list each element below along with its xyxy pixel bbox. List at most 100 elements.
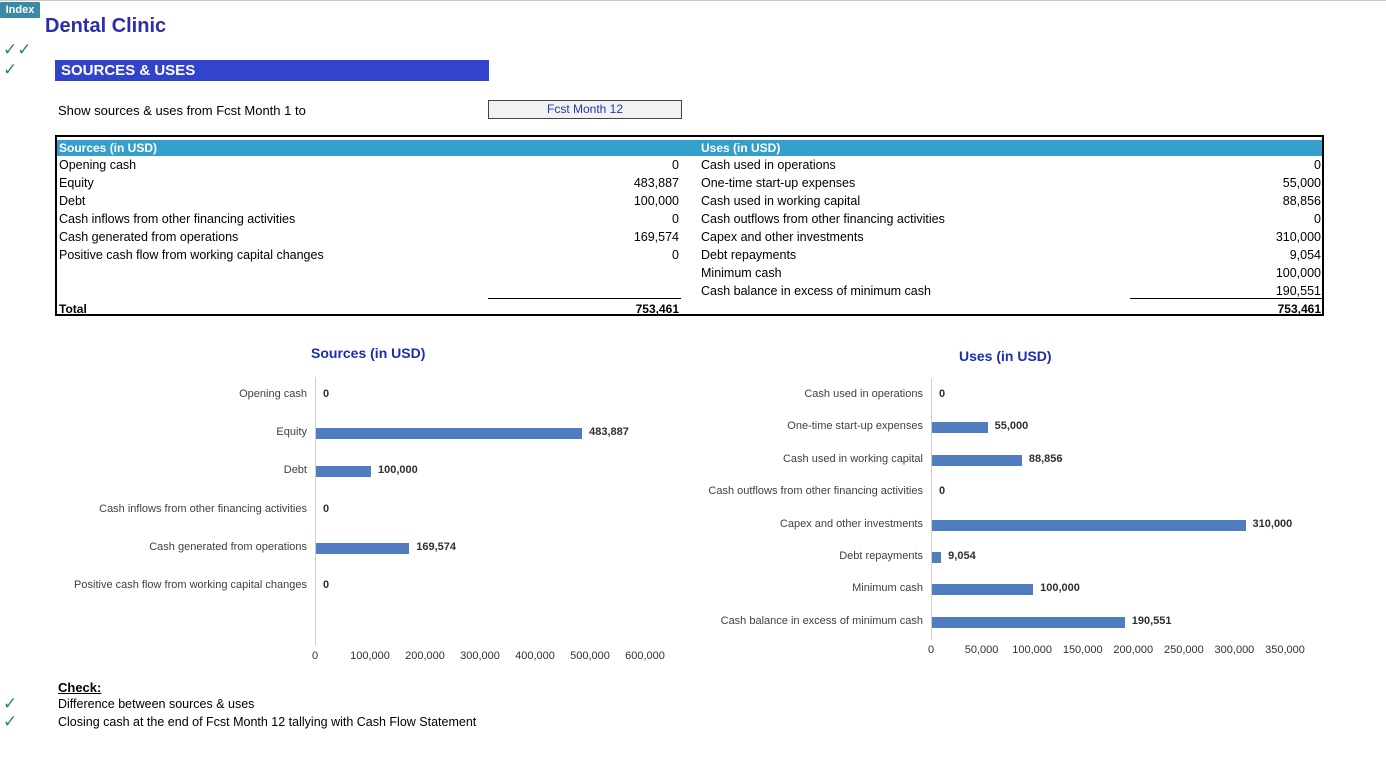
uses-row-value: 0 — [1314, 158, 1321, 172]
x-tick-label: 400,000 — [515, 650, 555, 662]
period-dropdown[interactable]: Fcst Month 12 — [488, 100, 682, 119]
check-icon: ✓ — [3, 712, 18, 732]
section-title: SOURCES & USES — [55, 60, 489, 81]
uses-row-value: 0 — [1314, 212, 1321, 226]
bar-value-label: 88,856 — [1028, 452, 1063, 465]
uses-row-label: Minimum cash — [701, 266, 782, 280]
sources-row-value: 0 — [672, 248, 679, 262]
bar-value-label: 310,000 — [1252, 517, 1293, 530]
sources-row-value: 100,000 — [633, 194, 679, 208]
x-tick-label: 350,000 — [1265, 644, 1305, 656]
bar-value-label: 190,551 — [1131, 614, 1172, 627]
bar-value-label: 0 — [323, 502, 330, 515]
x-tick-label: 200,000 — [1113, 644, 1154, 656]
sources-total-underline — [488, 298, 681, 299]
bar-value-label: 0 — [939, 388, 946, 400]
uses-total-value: 753,461 — [1277, 302, 1321, 316]
bar-category-label: Cash outflows from other financing activ… — [708, 485, 923, 498]
check-icon: ✓ — [3, 60, 18, 80]
uses-row-value: 9,054 — [1289, 248, 1321, 262]
bar — [932, 552, 942, 563]
sources-row-value: 0 — [672, 158, 679, 172]
sources-total-value: 753,461 — [635, 302, 679, 316]
bar-value-label: 169,574 — [416, 540, 457, 553]
uses-row-value: 88,856 — [1282, 194, 1321, 208]
bar-value-label: 0 — [323, 579, 330, 591]
bar-value-label: 0 — [939, 485, 946, 498]
uses-row-label: Cash used in working capital — [701, 194, 861, 208]
x-tick-label: 0 — [927, 644, 935, 656]
table-header: Sources (in USD) Uses (in USD) — [57, 140, 1322, 156]
sources-row-label: Opening cash — [59, 158, 137, 172]
sources-row-label: Equity — [59, 176, 94, 190]
bar-category-label: Debt repayments — [839, 550, 923, 562]
top-border — [0, 0, 1386, 1]
sources-row-label: Debt — [59, 194, 86, 208]
period-label: Show sources & uses from Fcst Month 1 to — [58, 103, 306, 118]
uses-row-value: 310,000 — [1275, 230, 1321, 244]
bar-category-label: Equity — [276, 426, 307, 439]
sources-row-label: Cash generated from operations — [59, 230, 239, 244]
check-heading: Check: — [58, 680, 102, 695]
bar-category-label: Cash balance in excess of minimum cash — [720, 614, 923, 627]
bar — [316, 466, 371, 478]
uses-row-value: 190,551 — [1275, 284, 1321, 298]
bar-category-label: Cash generated from operations — [149, 540, 307, 553]
bar — [932, 584, 1034, 596]
uses-header: Uses (in USD) — [701, 141, 781, 155]
sources-row-label: Cash inflows from other financing activi… — [59, 212, 296, 226]
bar — [932, 519, 1246, 531]
bar — [932, 616, 1125, 628]
x-tick-label: 200,000 — [405, 650, 445, 662]
sources-row-label: Positive cash flow from working capital … — [59, 248, 324, 262]
uses-chart-title: Uses (in USD) — [959, 348, 1052, 364]
bar-category-label: Cash inflows from other financing activi… — [99, 502, 307, 515]
bar-category-label: Debt — [283, 464, 307, 477]
x-tick-label: 150,000 — [1062, 644, 1103, 656]
bar — [316, 428, 583, 440]
bar-category-label: Capex and other investments — [779, 517, 923, 530]
bar-category-label: Opening cash — [239, 388, 307, 400]
x-tick-label: 0 — [311, 650, 319, 662]
sources-chart-title: Sources (in USD) — [311, 345, 426, 361]
uses-row-label: Debt repayments — [701, 248, 797, 262]
bar-value-label: 483,887 — [589, 426, 629, 439]
x-tick-label: 300,000 — [1214, 644, 1255, 656]
x-tick-label: 300,000 — [460, 650, 500, 662]
bar — [932, 454, 1022, 466]
x-tick-label: 100,000 — [350, 650, 390, 662]
bar-category-label: Minimum cash — [852, 582, 923, 595]
x-tick-label: 50,000 — [964, 644, 999, 656]
sources-header: Sources (in USD) — [59, 141, 158, 155]
bar-category-label: Cash used in operations — [804, 388, 923, 400]
bar-category-label: One-time start-up expenses — [787, 420, 923, 433]
double-check-icon: ✓✓ — [3, 40, 32, 60]
x-tick-label: 500,000 — [570, 650, 610, 662]
total-label: Total — [59, 302, 87, 316]
uses-row-label: One-time start-up expenses — [701, 176, 856, 190]
bar-value-label: 55,000 — [994, 420, 1029, 433]
y-axis-line — [315, 377, 316, 645]
uses-row-label: Cash used in operations — [701, 158, 836, 172]
sources-row-value: 0 — [672, 212, 679, 226]
index-button[interactable]: Index — [0, 2, 40, 18]
uses-row-label: Capex and other investments — [701, 230, 864, 244]
x-tick-label: 250,000 — [1163, 644, 1204, 656]
bar — [932, 422, 988, 434]
check-icon: ✓ — [3, 694, 18, 714]
page-title: Dental Clinic — [45, 15, 167, 37]
sources-row-value: 483,887 — [633, 176, 679, 190]
uses-row-value: 55,000 — [1282, 176, 1321, 190]
uses-total-underline — [1130, 298, 1322, 299]
check-item-closing-cash: Closing cash at the end of Fcst Month 12… — [58, 715, 477, 729]
x-tick-label: 600,000 — [625, 650, 665, 662]
bar-value-label: 100,000 — [1040, 582, 1080, 595]
bar-category-label: Cash used in working capital — [782, 452, 923, 465]
bar-value-label: 9,054 — [948, 550, 976, 562]
bar — [316, 542, 410, 554]
y-axis-line — [931, 378, 932, 640]
sources-uses-table: Sources (in USD) Uses (in USD) Opening c… — [55, 135, 1324, 316]
sources-row-value: 169,574 — [633, 230, 679, 244]
bar-category-label: Positive cash flow from working capital … — [74, 579, 307, 591]
uses-row-value: 100,000 — [1275, 266, 1321, 280]
